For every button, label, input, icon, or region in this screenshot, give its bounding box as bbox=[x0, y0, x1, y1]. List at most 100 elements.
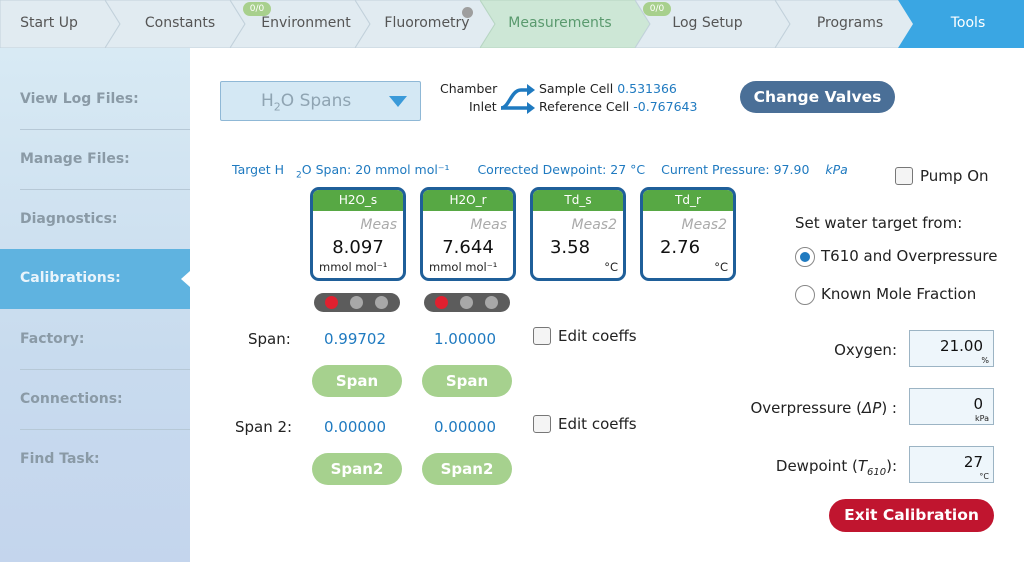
tile-source: Meas2 bbox=[681, 217, 727, 233]
sidebar-item-label: Manage Files: bbox=[20, 151, 130, 167]
tile-title: H2O_s bbox=[313, 190, 403, 211]
tile-value: 3.58 bbox=[549, 237, 591, 258]
radio-known-mole-fraction[interactable] bbox=[795, 285, 815, 305]
sidebar-item-label: Calibrations: bbox=[20, 270, 121, 286]
pump-on-checkbox[interactable] bbox=[895, 167, 913, 185]
valve-routing-icon bbox=[500, 84, 535, 114]
target-span-text: Target H 2O Span: 20 mmol mol⁻¹ bbox=[232, 162, 450, 181]
sidebar-item-label: Factory: bbox=[20, 331, 85, 347]
overpressure-field[interactable]: 0 kPa bbox=[909, 388, 994, 425]
sidebar-item-label: Diagnostics: bbox=[20, 211, 118, 227]
edit-coeffs-2-checkbox[interactable] bbox=[533, 415, 551, 433]
indicator-light-red bbox=[325, 296, 338, 309]
indicator-light-red bbox=[435, 296, 448, 309]
sidebar-item-calibrations[interactable]: Calibrations: bbox=[0, 249, 190, 309]
tile-value: 7.644 bbox=[442, 237, 494, 258]
corrected-dewpoint-text: Corrected Dewpoint: 27 °C bbox=[477, 162, 646, 177]
field-unit: kPa bbox=[975, 414, 989, 423]
status-indicator-h2o-r bbox=[424, 293, 510, 312]
tab-label: Fluorometry bbox=[384, 15, 470, 31]
tab-badge: 0/0 bbox=[643, 2, 671, 16]
dewpoint-field[interactable]: 27 °C bbox=[909, 446, 994, 483]
indicator-light-off bbox=[460, 296, 473, 309]
tab-label: Start Up bbox=[20, 15, 78, 31]
sidebar-item-find-task[interactable]: Find Task: bbox=[0, 430, 190, 490]
span2-coefficient-h2o-s: 0.00000 bbox=[323, 418, 387, 436]
span-label: Span: bbox=[248, 330, 291, 348]
edit-coeffs-checkbox[interactable] bbox=[533, 327, 551, 345]
span2-button-h2o-r[interactable]: Span2 bbox=[422, 453, 512, 485]
tile-source: Meas2 bbox=[571, 217, 617, 233]
indicator-light-off bbox=[485, 296, 498, 309]
tile-unit: °C bbox=[604, 260, 618, 274]
sidebar-item-manage-files[interactable]: Manage Files: bbox=[0, 130, 190, 190]
radio-label: Known Mole Fraction bbox=[821, 285, 977, 303]
tab-environment[interactable]: 0/0 Environment bbox=[230, 0, 370, 48]
span-button-h2o-r[interactable]: Span bbox=[422, 365, 512, 397]
inlet-label: Inlet bbox=[469, 99, 497, 114]
indicator-light-off bbox=[375, 296, 388, 309]
radio-t610-overpressure[interactable] bbox=[795, 247, 815, 267]
field-unit: °C bbox=[979, 472, 989, 481]
tile-source: Meas bbox=[360, 217, 397, 233]
tile-value: 2.76 bbox=[659, 237, 701, 258]
sidebar-item-label: Connections: bbox=[20, 391, 123, 407]
active-pointer-icon bbox=[181, 271, 190, 287]
tab-log-setup[interactable]: 0/0 Log Setup bbox=[635, 0, 790, 48]
chamber-label: Chamber bbox=[440, 81, 498, 96]
chevron-down-icon bbox=[389, 96, 407, 107]
tile-source: Meas bbox=[470, 217, 507, 233]
field-unit: % bbox=[981, 356, 989, 365]
divider bbox=[20, 189, 190, 190]
sidebar-item-view-log-files[interactable]: View Log Files: bbox=[0, 70, 190, 130]
tile-value: 8.097 bbox=[332, 237, 384, 258]
tab-bar: Start Up Constants 0/0 Environment Fluor… bbox=[0, 0, 1024, 48]
tab-label: Constants bbox=[144, 15, 216, 31]
tab-badge: 0/0 bbox=[243, 2, 271, 16]
tile-title: H2O_r bbox=[423, 190, 513, 211]
sidebar-item-factory[interactable]: Factory: bbox=[0, 310, 190, 370]
sidebar-item-diagnostics[interactable]: Diagnostics: bbox=[0, 190, 190, 250]
span2-button-h2o-s[interactable]: Span2 bbox=[312, 453, 402, 485]
reference-cell-readout: Reference Cell -0.767643 bbox=[539, 99, 698, 114]
tile-unit: °C bbox=[714, 260, 728, 274]
divider bbox=[20, 369, 190, 370]
indicator-light-off bbox=[350, 296, 363, 309]
tile-unit: mmol mol⁻¹ bbox=[319, 260, 388, 274]
calibration-type-dropdown[interactable]: H2O Spans bbox=[220, 81, 421, 121]
tab-label: Log Setup bbox=[672, 15, 743, 31]
span-coefficient-h2o-s: 0.99702 bbox=[323, 330, 387, 348]
tab-measurements[interactable]: Measurements bbox=[480, 0, 650, 48]
edit-coeffs-label: Edit coeffs bbox=[558, 327, 637, 345]
status-dot bbox=[462, 7, 473, 18]
tab-constants[interactable]: Constants bbox=[105, 0, 245, 48]
span2-label: Span 2: bbox=[235, 418, 293, 436]
divider bbox=[20, 129, 190, 130]
tab-start-up[interactable]: Start Up bbox=[0, 0, 120, 48]
sample-cell-readout: Sample Cell 0.531366 bbox=[539, 81, 677, 96]
current-pressure-text: Current Pressure: 97.90 kPa bbox=[661, 162, 848, 177]
radio-label: T610 and Overpressure bbox=[821, 247, 998, 265]
overpressure-label: Overpressure (ΔP) : bbox=[750, 399, 898, 417]
span-button-h2o-s[interactable]: Span bbox=[312, 365, 402, 397]
tab-fluorometry[interactable]: Fluorometry bbox=[355, 0, 495, 48]
sidebar-item-label: View Log Files: bbox=[20, 91, 139, 107]
span2-coefficient-h2o-r: 0.00000 bbox=[433, 418, 497, 436]
measurement-tile-h2o-s: H2O_s Meas 8.097 mmol mol⁻¹ bbox=[310, 187, 406, 281]
tile-title: Td_s bbox=[533, 190, 623, 211]
tab-label: Tools bbox=[950, 15, 986, 31]
change-valves-button[interactable]: Change Valves bbox=[740, 81, 895, 113]
tab-label: Measurements bbox=[508, 15, 612, 31]
dropdown-selected-value: H2O Spans bbox=[261, 91, 352, 114]
field-value: 27 bbox=[963, 453, 983, 471]
dewpoint-label: Dewpoint (T610): bbox=[775, 457, 897, 478]
water-target-heading: Set water target from: bbox=[795, 214, 963, 232]
status-line: Target H 2O Span: 20 mmol mol⁻¹ Corrected… bbox=[232, 162, 860, 181]
tab-programs[interactable]: Programs bbox=[775, 0, 915, 48]
exit-calibration-button[interactable]: Exit Calibration bbox=[829, 499, 994, 532]
tile-unit: mmol mol⁻¹ bbox=[429, 260, 498, 274]
tab-tools[interactable]: Tools bbox=[898, 0, 1024, 48]
sidebar-item-connections[interactable]: Connections: bbox=[0, 370, 190, 430]
oxygen-field[interactable]: 21.00 % bbox=[909, 330, 994, 367]
field-value: 0 bbox=[973, 395, 983, 413]
